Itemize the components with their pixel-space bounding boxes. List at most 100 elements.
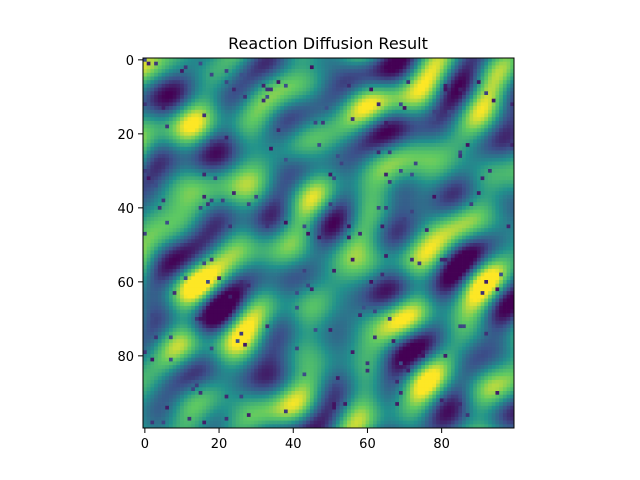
heatmap-cell (258, 224, 263, 229)
heatmap-cell (283, 95, 289, 100)
heatmap-cell (269, 124, 274, 129)
heatmap-cell (295, 91, 300, 96)
heatmap-cell (488, 172, 493, 177)
heatmap-cell (217, 120, 222, 125)
heatmap-cell (491, 157, 496, 162)
heatmap-cell (365, 194, 370, 199)
heatmap-cell (239, 169, 244, 174)
heatmap-cell (228, 228, 233, 233)
heatmap-cell (276, 76, 281, 81)
heatmap-cell (476, 239, 481, 244)
heatmap-cell (283, 220, 289, 225)
heatmap-cell (432, 139, 437, 144)
heatmap-cell (280, 180, 285, 185)
heatmap-cell (488, 183, 493, 188)
heatmap-cell (406, 161, 411, 166)
heatmap-cell (206, 231, 211, 236)
heatmap-cell (365, 235, 370, 240)
heatmap-cell (291, 83, 296, 88)
heatmap-cell (473, 124, 478, 129)
heatmap-cell (165, 98, 170, 103)
heatmap-cell (410, 187, 415, 192)
heatmap-cell (295, 87, 300, 92)
heatmap-cell (376, 209, 381, 214)
heatmap-cell (488, 58, 493, 63)
heatmap-cell (465, 128, 470, 133)
heatmap-cell (421, 117, 426, 122)
heatmap-cell (454, 191, 459, 196)
heatmap-cell (488, 80, 493, 85)
heatmap-cell (254, 98, 259, 103)
heatmap-cell (473, 61, 478, 66)
heatmap-cell (146, 217, 151, 222)
heatmap-cell (502, 198, 507, 203)
heatmap-cell (154, 169, 159, 174)
heatmap-cell (295, 102, 300, 107)
heatmap-cell (150, 106, 155, 111)
heatmap-cell (436, 124, 441, 129)
heatmap-cell (328, 202, 333, 207)
heatmap-cell (176, 109, 181, 114)
heatmap-cell (194, 172, 199, 177)
heatmap-cell (510, 146, 515, 151)
heatmap-cell (384, 231, 389, 236)
heatmap-cell (428, 132, 433, 137)
heatmap-cell (220, 83, 225, 88)
heatmap-cell (339, 143, 344, 148)
heatmap-cell (480, 161, 485, 166)
heatmap-cell (465, 143, 470, 148)
heatmap-cell (261, 198, 266, 203)
heatmap-cell (146, 61, 151, 66)
heatmap-cell (484, 183, 489, 188)
heatmap-cell (172, 113, 177, 118)
heatmap-cell (473, 102, 478, 107)
heatmap-cell (258, 135, 263, 140)
heatmap-cell (506, 139, 511, 144)
heatmap-cell (321, 113, 326, 118)
heatmap-cell (198, 128, 203, 133)
heatmap-cell (265, 76, 270, 81)
heatmap-cell (146, 65, 151, 70)
heatmap-cell (280, 217, 285, 222)
heatmap-cell (176, 91, 181, 96)
heatmap-cell (428, 87, 433, 92)
heatmap-cell (194, 157, 199, 162)
heatmap-cell (391, 165, 396, 170)
heatmap-cell (243, 61, 248, 66)
heatmap-cell (350, 95, 355, 100)
heatmap-cell (154, 202, 159, 207)
heatmap-cell (269, 206, 274, 211)
heatmap-cell (332, 183, 337, 188)
heatmap-cell (350, 206, 355, 211)
heatmap-cell (380, 139, 385, 144)
heatmap-cell (354, 150, 359, 155)
heatmap-cell (402, 124, 407, 129)
heatmap-cell (413, 213, 418, 218)
heatmap-cell (324, 157, 329, 162)
heatmap-cell (473, 198, 478, 203)
heatmap-cell (183, 135, 188, 140)
heatmap-cell (350, 87, 355, 92)
heatmap-cell (280, 172, 285, 177)
heatmap-cell (347, 102, 352, 107)
heatmap-cell (428, 235, 433, 240)
heatmap-cell (183, 143, 188, 148)
heatmap-cell (332, 209, 337, 214)
heatmap-cell (480, 239, 485, 244)
heatmap-cell (424, 217, 430, 222)
heatmap-cell (469, 194, 474, 199)
heatmap-cell (439, 209, 444, 214)
heatmap-cell (395, 143, 400, 148)
heatmap-cell (376, 61, 381, 66)
heatmap-cell (424, 231, 430, 236)
heatmap-cell (413, 91, 418, 96)
heatmap-cell (243, 124, 248, 129)
heatmap-cell (413, 220, 418, 225)
heatmap-cell (354, 58, 359, 63)
heatmap-cell (180, 176, 185, 181)
heatmap-cell (473, 120, 478, 125)
heatmap-cell (283, 194, 289, 199)
heatmap-cell (258, 139, 263, 144)
heatmap-cell (283, 128, 289, 133)
heatmap-cell (217, 128, 222, 133)
